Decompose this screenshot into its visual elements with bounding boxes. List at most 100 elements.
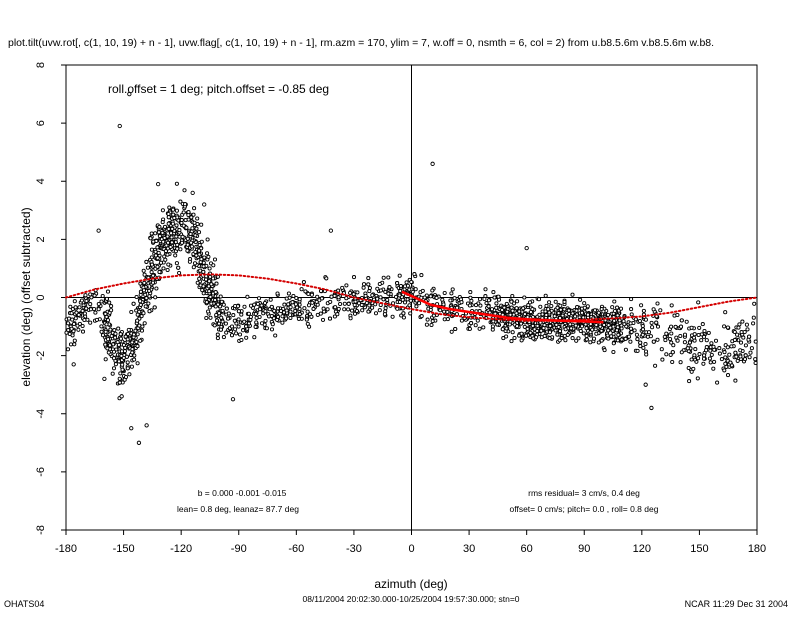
data-point (696, 356, 701, 361)
data-point (138, 338, 143, 343)
data-point (615, 338, 620, 343)
data-point (284, 308, 289, 313)
data-point (402, 284, 408, 289)
data-point (514, 306, 519, 311)
data-point (217, 311, 222, 316)
data-point (131, 301, 136, 306)
data-point (510, 293, 515, 299)
data-point (573, 323, 578, 328)
data-point (383, 289, 388, 294)
data-point (318, 288, 324, 294)
data-point (527, 300, 533, 305)
y-tick-label: 8 (35, 62, 47, 68)
data-point (269, 313, 274, 319)
data-point (547, 310, 552, 315)
data-point (632, 328, 637, 333)
data-point (109, 308, 114, 313)
data-point (160, 208, 165, 213)
data-point (275, 314, 281, 319)
data-point (743, 343, 748, 348)
data-point (543, 293, 548, 298)
data-point (515, 299, 520, 304)
data-point (204, 315, 209, 321)
data-point (166, 211, 171, 217)
data-point (204, 274, 209, 279)
data-point (598, 324, 603, 329)
data-point (202, 255, 207, 260)
outlier-point (328, 228, 334, 233)
data-point (574, 308, 579, 313)
outlier-point (127, 91, 132, 97)
data-point (574, 338, 579, 343)
data-point (747, 355, 752, 360)
data-point (370, 305, 375, 310)
data-point (675, 338, 680, 343)
data-point (70, 333, 75, 338)
data-point (199, 222, 204, 227)
data-point (286, 302, 291, 307)
data-point (398, 288, 403, 294)
data-point (117, 380, 122, 385)
data-point (509, 339, 514, 344)
data-point (502, 305, 507, 310)
x-tick-label: 180 (748, 543, 766, 555)
data-point (650, 325, 655, 330)
data-point (402, 300, 408, 305)
data-point (252, 335, 257, 340)
data-point (606, 312, 611, 317)
outlier-point (190, 190, 195, 196)
data-point (424, 322, 429, 327)
data-point (147, 309, 152, 314)
data-point (174, 223, 179, 228)
data-point (441, 302, 446, 307)
data-point (375, 296, 380, 301)
data-point (209, 282, 214, 287)
data-point (336, 306, 341, 311)
data-point (669, 324, 674, 329)
data-point (103, 311, 108, 316)
data-point (678, 360, 683, 365)
data-point (382, 312, 387, 317)
data-point (381, 297, 386, 302)
data-point (512, 335, 517, 341)
x-axis: -180 -150 -120 -90 -60 -30 0 30 60 90 120 150 180 (55, 530, 766, 555)
data-point (239, 337, 244, 343)
data-point (92, 293, 97, 298)
data-point (366, 282, 371, 287)
data-point (528, 330, 533, 335)
data-point (64, 330, 69, 335)
data-point (400, 297, 405, 302)
data-point (606, 328, 611, 333)
data-point (144, 296, 149, 301)
y-tick-label: -4 (35, 409, 47, 419)
data-point (138, 289, 143, 294)
data-point (351, 292, 356, 297)
data-point (145, 265, 150, 270)
data-point (244, 335, 249, 340)
data-point (68, 304, 73, 309)
data-point (66, 321, 71, 326)
data-point (569, 326, 574, 331)
data-point (547, 300, 552, 305)
data-point (77, 305, 82, 310)
data-point (201, 264, 206, 269)
data-point (653, 363, 658, 368)
data-point (212, 257, 218, 262)
data-point (612, 318, 617, 323)
data-point (519, 331, 524, 336)
data-point (207, 305, 212, 310)
data-point (113, 335, 118, 340)
data-point (193, 249, 198, 255)
data-point (191, 265, 196, 270)
data-point (162, 224, 168, 229)
data-point (699, 338, 704, 343)
data-point (163, 257, 168, 262)
data-point (378, 288, 383, 293)
data-point (548, 323, 553, 328)
data-point (599, 338, 604, 343)
data-point (73, 305, 78, 310)
data-point (510, 308, 515, 313)
y-tick-label: 6 (35, 120, 47, 126)
data-point (104, 322, 109, 327)
